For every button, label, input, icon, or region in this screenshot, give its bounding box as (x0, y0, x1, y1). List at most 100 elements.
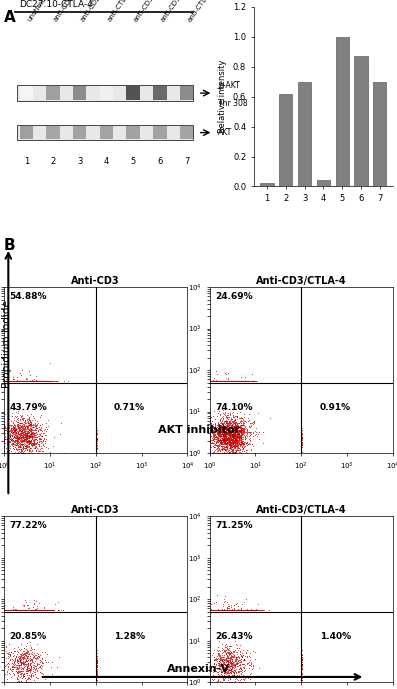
Point (229, 604, 235, 615)
Point (229, 604, 235, 615)
Point (27, 604, 33, 615)
Point (25, 604, 31, 615)
Point (206, 664, 213, 675)
Point (10, 604, 17, 615)
Point (236, 604, 242, 615)
Point (212, 604, 219, 615)
Point (235, 418, 241, 429)
Point (223, 376, 229, 387)
Point (25, 604, 31, 615)
Point (222, 439, 228, 450)
Point (217, 604, 224, 615)
Point (30, 604, 36, 615)
Point (43, 376, 49, 387)
Point (223, 645, 229, 656)
Point (1, 376, 7, 387)
Point (223, 376, 229, 387)
Point (21, 643, 27, 654)
Point (221, 426, 227, 438)
Point (218, 604, 224, 615)
Point (227, 434, 234, 445)
Point (15, 426, 21, 438)
Point (237, 656, 243, 667)
Point (19, 604, 26, 615)
Point (235, 426, 241, 437)
Point (30, 604, 36, 615)
Point (233, 666, 239, 677)
Point (213, 604, 220, 615)
Point (216, 430, 222, 441)
Point (220, 430, 226, 441)
Point (233, 604, 239, 615)
Point (2, 604, 8, 615)
Point (225, 604, 231, 615)
Point (215, 604, 221, 615)
Point (20, 654, 27, 665)
Point (15, 422, 21, 433)
Point (216, 604, 223, 615)
Point (21, 604, 28, 615)
Point (236, 604, 243, 615)
Point (227, 414, 234, 425)
Point (21, 652, 27, 664)
Point (15, 604, 22, 615)
Point (42, 438, 48, 449)
Point (58, 604, 64, 615)
Point (21, 604, 27, 615)
Point (209, 604, 215, 615)
Point (15, 376, 21, 387)
Point (222, 666, 229, 677)
Point (221, 659, 227, 670)
Point (243, 376, 250, 387)
Point (26, 429, 33, 440)
Point (24, 604, 30, 615)
Point (2, 376, 8, 387)
Point (231, 431, 237, 442)
Point (225, 376, 231, 387)
Point (215, 604, 221, 615)
Point (237, 434, 243, 445)
Point (222, 444, 229, 455)
Point (44, 376, 50, 387)
Point (6, 422, 12, 433)
Point (5, 604, 12, 615)
Point (33, 376, 39, 387)
Point (225, 604, 231, 615)
Point (224, 424, 230, 435)
Point (227, 430, 233, 441)
Point (21, 648, 27, 659)
Point (57, 429, 64, 440)
Point (224, 376, 231, 387)
Point (13, 376, 19, 387)
Point (237, 604, 243, 615)
Point (225, 663, 232, 674)
Point (21, 604, 28, 615)
Point (27, 420, 33, 431)
Point (21, 672, 28, 683)
Point (222, 438, 228, 449)
Point (219, 604, 225, 615)
Point (249, 604, 255, 615)
Point (218, 669, 224, 680)
Point (206, 604, 213, 615)
Point (29, 655, 35, 666)
Point (19, 376, 25, 387)
Point (233, 376, 239, 387)
Point (236, 667, 242, 678)
Point (25, 422, 31, 433)
Point (214, 376, 220, 387)
Point (1, 376, 7, 387)
Point (227, 604, 234, 615)
Point (1, 604, 8, 615)
Point (214, 650, 220, 661)
Point (22, 604, 29, 615)
Point (243, 604, 249, 615)
Point (249, 604, 255, 615)
Point (226, 424, 232, 435)
Point (21, 604, 28, 615)
Point (22, 415, 28, 426)
Point (20, 604, 27, 615)
Point (15, 604, 22, 615)
Point (11, 604, 17, 615)
Point (40, 376, 46, 387)
